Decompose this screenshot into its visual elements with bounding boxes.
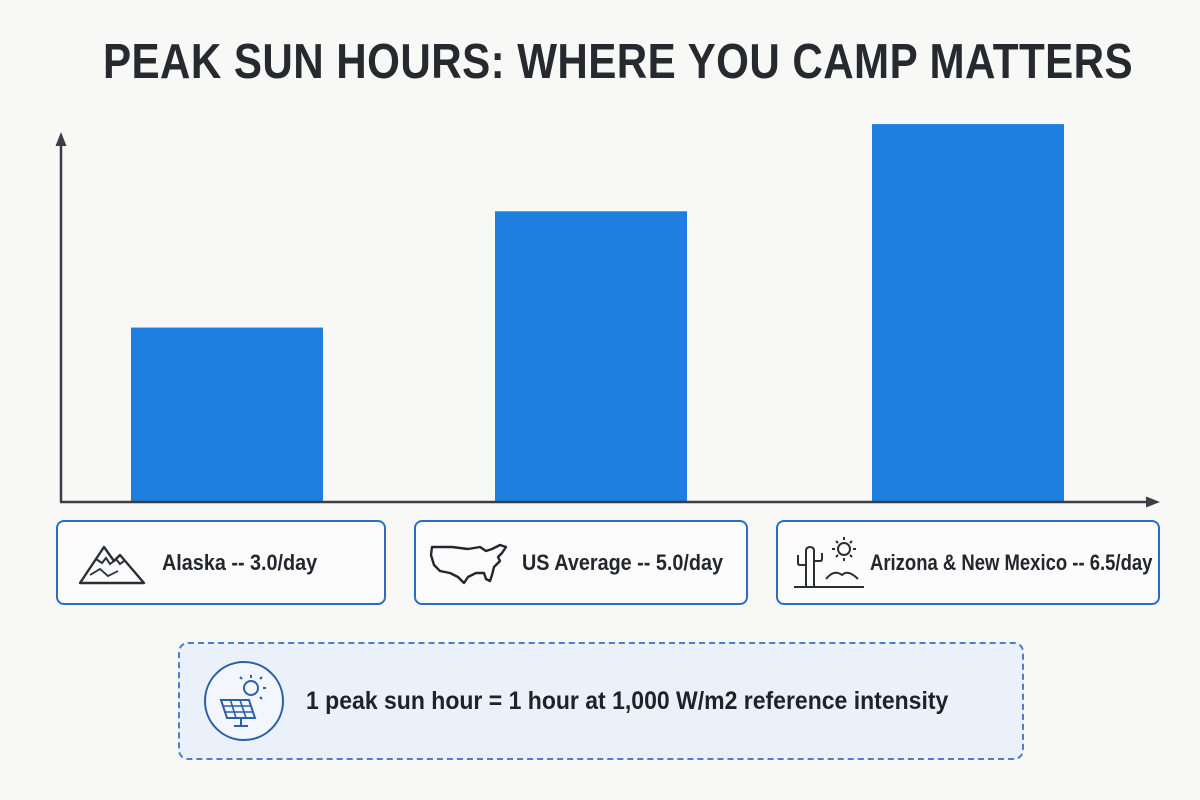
definition-note: 1 peak sun hour = 1 hour at 1,000 W/m2 r… (178, 642, 1024, 760)
y-axis-arrow (55, 132, 67, 146)
bar-alaska (131, 327, 323, 502)
desert-cactus-sun-icon (788, 535, 868, 591)
definition-note-text: 1 peak sun hour = 1 hour at 1,000 W/m2 r… (306, 686, 949, 715)
bar-chart (55, 124, 1160, 508)
mountain-icon (78, 539, 146, 587)
x-axis-arrow (1146, 496, 1160, 508)
chart-title: PEAK SUN HOURS: WHERE YOU CAMP MATTERS (102, 35, 1134, 89)
category-label-text: Alaska -- 3.0/day (162, 549, 318, 575)
category-label-arizona-new-mexico: Arizona & New Mexico -- 6.5/day (776, 520, 1160, 605)
bar-arizona-new-mexico (872, 124, 1064, 503)
solar-panel-sun-icon (204, 661, 284, 741)
category-label-text: US Average -- 5.0/day (522, 549, 724, 575)
bar-us-average (495, 211, 687, 503)
category-label-alaska: Alaska -- 3.0/day (56, 520, 386, 605)
bars-layer (131, 124, 1064, 503)
category-label-us-average: US Average -- 5.0/day (414, 520, 748, 605)
usa-map-icon (428, 539, 510, 587)
category-label-text: Arizona & New Mexico -- 6.5/day (870, 549, 1153, 575)
